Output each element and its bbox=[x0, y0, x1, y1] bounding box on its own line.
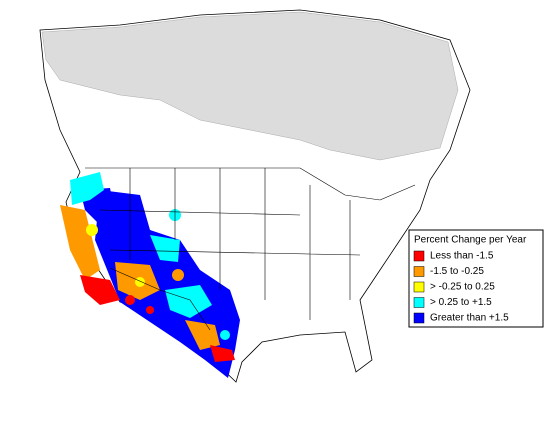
change-region bbox=[60, 205, 100, 280]
change-region bbox=[70, 172, 104, 205]
legend-swatch bbox=[413, 250, 425, 262]
borders bbox=[85, 167, 416, 331]
legend-swatch bbox=[413, 312, 425, 324]
change-region bbox=[146, 306, 154, 314]
legend-items: Less than -1.5 -1.5 to -0.25 > -0.25 to 0.… bbox=[413, 250, 509, 324]
legend-label: -1.5 to -0.25 bbox=[430, 266, 484, 277]
legend-label: Less than -1.5 bbox=[430, 251, 494, 262]
change-region bbox=[125, 295, 135, 305]
change-region bbox=[135, 277, 145, 287]
no-data-region bbox=[41, 11, 459, 161]
change-regions bbox=[60, 172, 240, 378]
legend: Percent Change per Year Less than -1.5 -1… bbox=[408, 229, 544, 328]
change-region bbox=[172, 269, 184, 281]
legend-swatch bbox=[413, 266, 425, 277]
state-line bbox=[99, 168, 361, 320]
legend-swatch bbox=[413, 297, 425, 308]
legend-label: > 0.25 to +1.5 bbox=[430, 297, 492, 308]
change-region bbox=[210, 345, 235, 362]
border-line bbox=[85, 167, 416, 201]
change-region bbox=[185, 320, 220, 350]
legend-swatch bbox=[413, 281, 425, 293]
legend-box bbox=[408, 229, 544, 328]
legend-label: Greater than +1.5 bbox=[430, 313, 509, 324]
change-region bbox=[80, 275, 120, 305]
legend-label: > -0.25 to 0.25 bbox=[430, 282, 495, 293]
border-line bbox=[109, 267, 211, 331]
change-region bbox=[86, 224, 98, 236]
change-region bbox=[165, 285, 212, 318]
change-region bbox=[220, 330, 230, 340]
change-region bbox=[150, 235, 180, 262]
legend-title: Percent Change per Year bbox=[414, 235, 527, 246]
